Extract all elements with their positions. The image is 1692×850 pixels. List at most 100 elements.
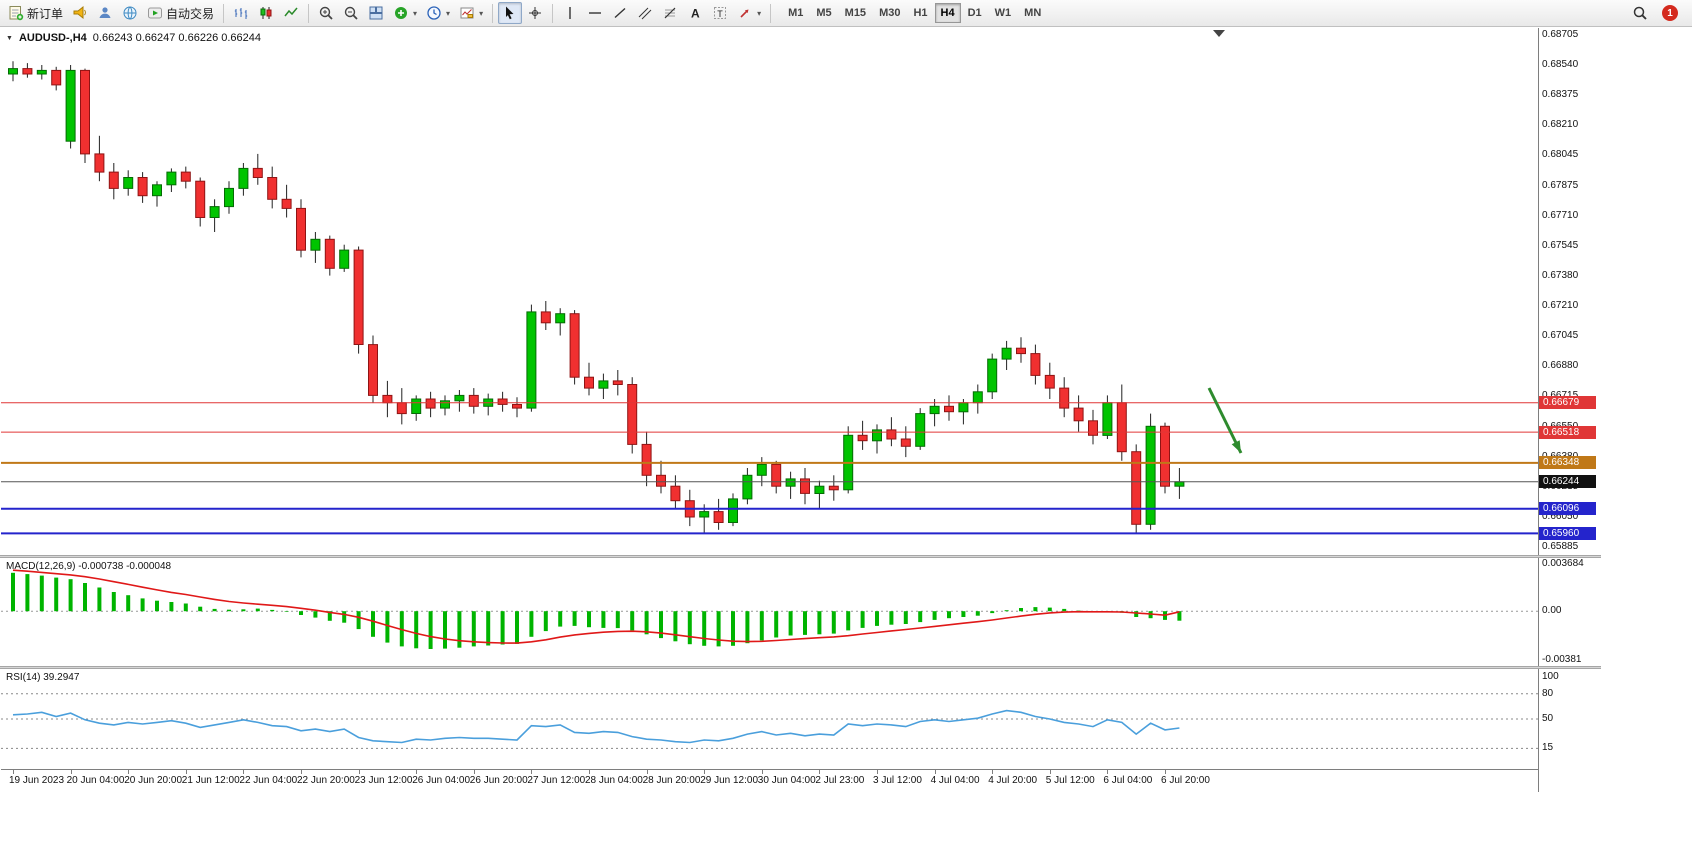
chevron-down-icon: ▾ bbox=[413, 8, 418, 18]
timeframe-button-d1[interactable]: D1 bbox=[962, 3, 988, 23]
timeframe-button-w1[interactable]: W1 bbox=[989, 3, 1018, 23]
alerts-button[interactable] bbox=[68, 2, 92, 24]
rsi-label: RSI(14) 39.2947 bbox=[6, 672, 80, 683]
text-label-tool-button[interactable]: T bbox=[708, 2, 732, 24]
search-button[interactable] bbox=[1628, 2, 1652, 24]
level-price-tag[interactable]: 0.66096 bbox=[1539, 502, 1596, 516]
templates-button[interactable]: ▾ bbox=[455, 2, 487, 24]
time-axis-label: 22 Jun 20:00 bbox=[297, 775, 355, 786]
fibonacci-tool-button[interactable] bbox=[658, 2, 682, 24]
time-axis-label: 20 Jun 20:00 bbox=[124, 775, 183, 786]
price-scale-label: 0.67875 bbox=[1542, 179, 1579, 191]
panel-splitter-macd[interactable] bbox=[0, 555, 1601, 558]
price-chart[interactable] bbox=[1, 28, 1539, 555]
price-scale-label: 0.67045 bbox=[1542, 330, 1579, 342]
time-axis-tick bbox=[416, 770, 418, 774]
timeframe-button-h4[interactable]: H4 bbox=[934, 3, 961, 23]
crosshair-tool-button[interactable] bbox=[523, 2, 547, 24]
line-chart-button[interactable] bbox=[279, 2, 303, 24]
chart-window: ▼ AUDUSD-,H4 0.66243 0.66247 0.66226 0.6… bbox=[0, 27, 1601, 850]
time-axis[interactable]: 19 Jun 2023 20 Jun 04:00 20 Jun 20:00 21 Ju… bbox=[1, 769, 1538, 792]
community-button[interactable] bbox=[118, 2, 142, 24]
autotrading-label: 自动交易 bbox=[166, 6, 215, 21]
time-axis-tick bbox=[992, 770, 994, 774]
toolbar-separator bbox=[552, 3, 554, 23]
price-scale-label: 0.66380 bbox=[1542, 451, 1578, 462]
trend-arrow-annotation bbox=[1207, 387, 1243, 454]
price-axis[interactable]: 0.68705 0.68540 0.68375 0.68210 0.68045 0.678… bbox=[1539, 28, 1601, 792]
new-order-icon bbox=[8, 5, 24, 21]
time-axis-label: 6 Jul 20:00 bbox=[1161, 775, 1210, 786]
time-axis-label: 5 Jul 12:00 bbox=[1045, 775, 1095, 786]
autotrading-button[interactable]: 自动交易 bbox=[143, 2, 218, 24]
new-order-button[interactable]: 新订单 bbox=[4, 2, 67, 24]
time-axis-tick bbox=[934, 770, 936, 774]
cursor-icon bbox=[502, 5, 518, 21]
tile-windows-button[interactable] bbox=[364, 2, 388, 24]
bar-chart-icon bbox=[233, 5, 249, 21]
notification-badge[interactable]: 1 bbox=[1662, 5, 1678, 21]
vertical-line-tool-button[interactable] bbox=[558, 2, 582, 24]
globe-icon bbox=[122, 5, 138, 21]
horizontal-line-tool-button[interactable] bbox=[583, 2, 607, 24]
level-price-tag[interactable]: 0.66518 bbox=[1539, 425, 1596, 439]
horizontal-line-icon bbox=[587, 5, 603, 21]
price-scale-label: 0.68375 bbox=[1542, 89, 1579, 101]
time-axis-label: 26 Jun 04:00 bbox=[412, 775, 471, 786]
timeframe-button-m1[interactable]: M1 bbox=[782, 3, 809, 23]
price-scale-label: 0.67210 bbox=[1542, 300, 1579, 312]
macd-label: MACD(12,26,9) -0.000738 -0.000048 bbox=[6, 561, 172, 572]
periods-button[interactable]: ▾ bbox=[422, 2, 454, 24]
timeframe-button-m30[interactable]: M30 bbox=[873, 3, 906, 23]
trendline-tool-button[interactable] bbox=[608, 2, 632, 24]
panel-splitter-rsi[interactable] bbox=[0, 666, 1601, 669]
timeframe-button-h1[interactable]: H1 bbox=[907, 3, 933, 23]
time-axis-label: 26 Jun 20:00 bbox=[469, 775, 528, 786]
time-axis-tick bbox=[13, 770, 14, 774]
one-click-toggle-icon[interactable]: ▼ bbox=[6, 34, 13, 42]
text-tool-button[interactable]: A bbox=[683, 2, 707, 24]
channel-tool-button[interactable] bbox=[633, 2, 657, 24]
profile-button[interactable] bbox=[93, 2, 117, 24]
rsi-panel[interactable] bbox=[1, 669, 1539, 769]
text-label-icon: T bbox=[712, 5, 728, 21]
indicators-button[interactable]: ▾ bbox=[389, 2, 421, 24]
svg-text:A: A bbox=[691, 7, 700, 21]
toolbar: 新订单 自动交易 bbox=[0, 0, 1692, 27]
macd-panel[interactable] bbox=[1, 558, 1539, 666]
cursor-tool-button[interactable] bbox=[498, 2, 523, 24]
tile-windows-icon bbox=[368, 5, 384, 21]
channel-icon bbox=[637, 5, 653, 21]
level-price-tag[interactable]: 0.66679 bbox=[1539, 396, 1596, 410]
timeframe-button-mn[interactable]: MN bbox=[1018, 3, 1047, 23]
level-price-tag[interactable]: 0.65960 bbox=[1539, 526, 1596, 540]
price-scale-label: 0.66715 bbox=[1542, 390, 1578, 401]
zoom-in-button[interactable] bbox=[314, 2, 338, 24]
time-axis-label: 28 Jun 04:00 bbox=[585, 775, 643, 786]
candlestick-chart-button[interactable] bbox=[254, 2, 278, 24]
level-price-tag[interactable]: 0.66348 bbox=[1539, 456, 1596, 470]
arrow-object-icon bbox=[737, 5, 753, 21]
time-axis-tick bbox=[243, 770, 245, 774]
bar-chart-button[interactable] bbox=[229, 2, 253, 24]
price-scale-label: 0.68045 bbox=[1542, 149, 1579, 161]
time-axis-label: 4 Jul 04:00 bbox=[930, 775, 980, 786]
time-axis-tick bbox=[358, 770, 360, 774]
time-axis-label: 20 Jun 04:00 bbox=[66, 775, 125, 786]
timeframe-button-m15[interactable]: M15 bbox=[839, 3, 872, 23]
person-icon bbox=[97, 5, 113, 21]
time-axis-tick bbox=[1107, 770, 1109, 774]
arrows-tool-button[interactable]: ▾ bbox=[733, 2, 765, 24]
macd-scale-label: 0.00 bbox=[1542, 605, 1562, 617]
time-axis-label: 23 Jun 12:00 bbox=[354, 775, 413, 786]
timeframe-button-m5[interactable]: M5 bbox=[810, 3, 837, 23]
chevron-down-icon: ▾ bbox=[479, 8, 484, 18]
time-axis-tick bbox=[70, 770, 72, 774]
new-order-label: 新订单 bbox=[27, 6, 64, 21]
clock-icon bbox=[426, 5, 442, 21]
search-icon bbox=[1632, 5, 1648, 21]
toolbar-separator bbox=[223, 3, 225, 23]
time-axis-tick bbox=[877, 770, 878, 774]
zoom-out-button[interactable] bbox=[339, 2, 363, 24]
crosshair-icon bbox=[527, 5, 543, 21]
